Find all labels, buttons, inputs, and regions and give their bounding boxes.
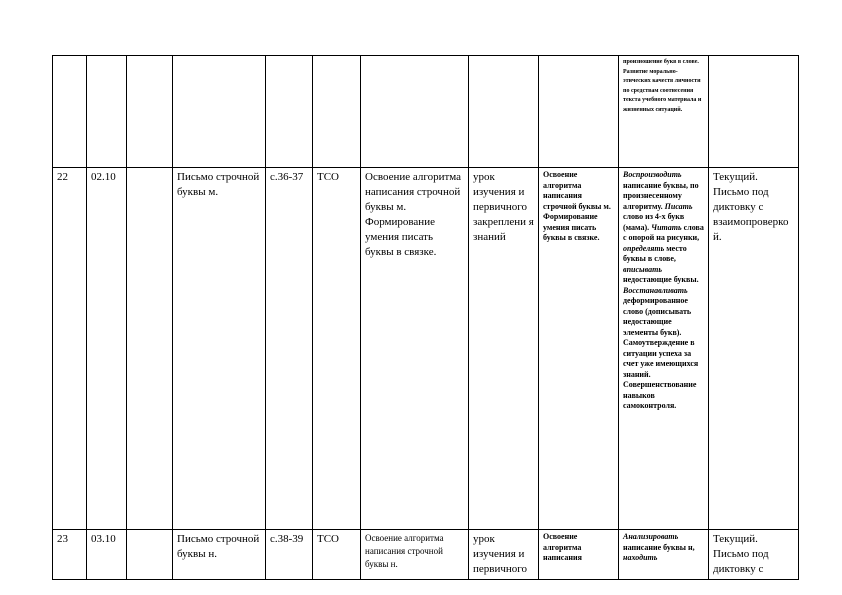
activity-verb: Анализировать [623,532,679,541]
activity-verb: Писать [664,201,693,211]
activity-text: слово из 4-х букв (мама). [623,212,685,232]
activity-verb: определять [623,243,665,253]
activity-verb: Восстанавливать [623,285,688,295]
activity-text: написание буквы н, [623,542,695,552]
activity-text: написание буквы, по произнесенному алгор… [623,180,699,211]
activity-text: недостающие буквы. [623,275,699,284]
cell-num: 23 [52,529,87,580]
cell-content [360,55,469,168]
cell-type: урок изучения и первичного [468,529,539,580]
cell-goals: Освоение алгоритма написания строчной бу… [538,167,619,530]
activity-text: деформированное слово (дописывать недост… [623,296,699,410]
cell-topic [172,55,266,168]
cell-equipment: ТСО [312,529,361,580]
cell-goals [538,55,619,168]
activity-text: слова с опорой на рисунки, [623,222,704,243]
cell-content: Освоение алгоритма написания строчной бу… [360,167,469,530]
table-row: 23 03.10 Письмо строчной буквы н. с.38-3… [52,529,799,580]
cell-topic: Письмо строчной буквы н. [172,529,266,580]
cell-topic: Письмо строчной буквы м. [172,167,266,530]
cell-activities: произношение букв в слове. Развитие мора… [618,55,709,168]
cell-pages: с.36-37 [265,167,313,530]
activity-text: место буквы в слове, [623,243,687,264]
cell-goals: Освоение алгоритма написания [538,529,619,580]
cell-activities: Воспроизводить написание буквы, по произ… [618,167,709,530]
cell-content: Освоение алгоритма написания строчной бу… [360,529,469,580]
activity-verb: Воспроизводить [623,170,682,179]
cell-activities: Анализировать написание буквы н, находит… [618,529,709,580]
cell-date: 03.10 [86,529,127,580]
table-row: 22 02.10 Письмо строчной буквы м. с.36-3… [52,167,799,530]
cell-num: 22 [52,167,87,530]
cell-type: урок изучения и первичного закреплени я … [468,167,539,530]
cell-equipment [312,55,361,168]
cell-type [468,55,539,168]
activity-verb: Читать [651,222,682,232]
activity-verb: вписывать [623,264,662,274]
cell-fact [126,529,173,580]
activity-verb: находить [623,553,658,562]
cell-fact [126,55,173,168]
cell-date [86,55,127,168]
cell-control [708,55,799,168]
cell-control: Текущий. Письмо под диктовку с [708,529,799,580]
cell-equipment: ТСО [312,167,361,530]
cell-pages [265,55,313,168]
table-row: произношение букв в слове. Развитие мора… [52,55,799,168]
cell-fact [126,167,173,530]
cell-num [52,55,87,168]
lesson-plan-table: произношение букв в слове. Развитие мора… [52,55,799,580]
cell-control: Текущий. Письмо под диктовку с взаимопро… [708,167,799,530]
cell-pages: с.38-39 [265,529,313,580]
cell-date: 02.10 [86,167,127,530]
